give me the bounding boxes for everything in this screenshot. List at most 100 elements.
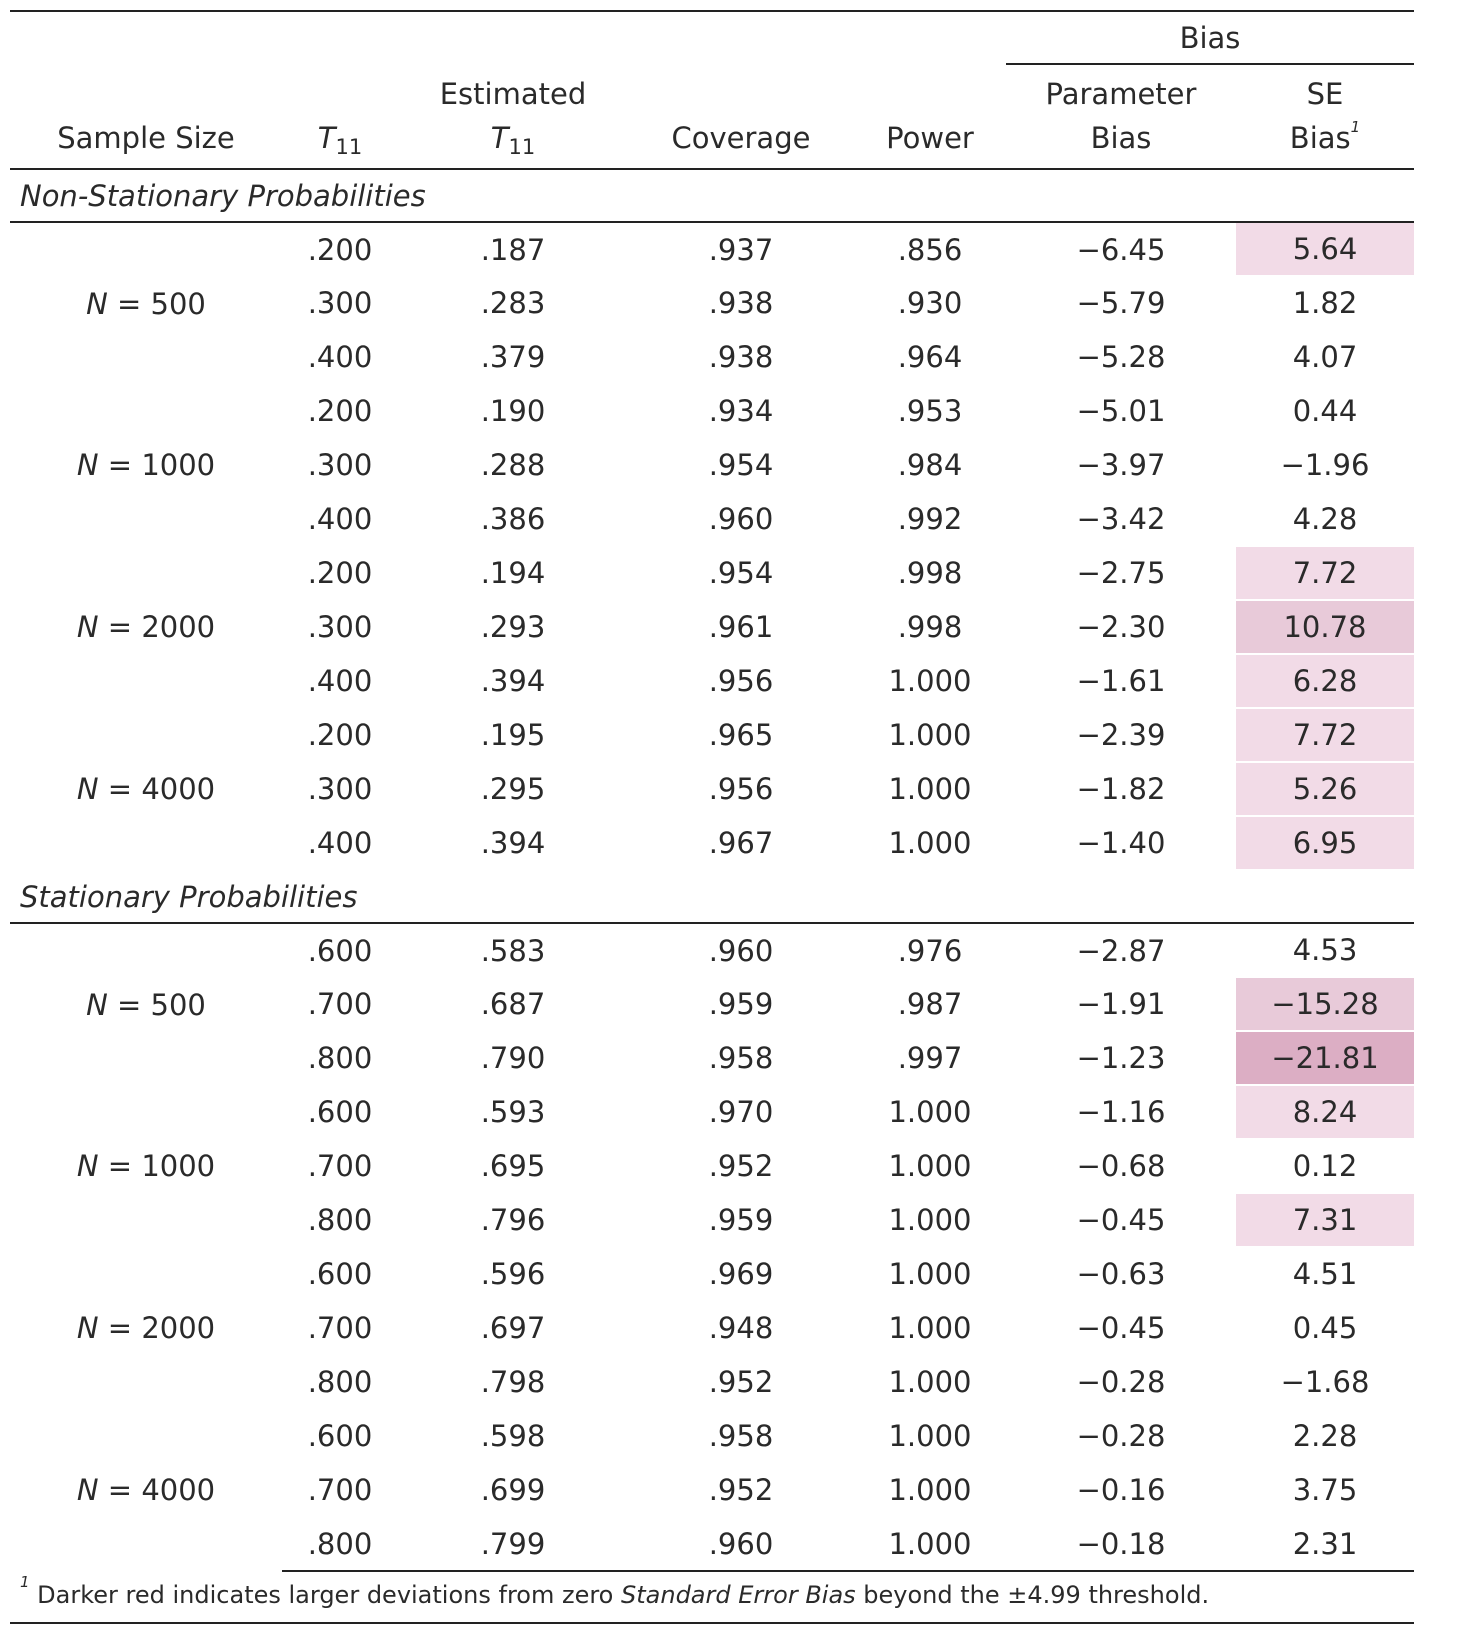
- estimated-t11-cell: .288: [480, 448, 546, 482]
- coverage-cell: .970: [708, 1095, 774, 1129]
- power-cell: .964: [897, 340, 963, 374]
- table-row: N = 1000 .200 .190 .934 .953 −5.01 0.44: [10, 384, 1414, 482]
- power-cell: .856: [897, 232, 963, 267]
- table-header: Bias Sample Size T11 Estimated T11 Covera…: [10, 10, 1414, 170]
- se-bias-cell: 4.51: [1236, 1247, 1414, 1302]
- power-cell: .930: [897, 286, 963, 320]
- parameter-bias-cell: −0.18: [1006, 1517, 1236, 1572]
- se-bias-cell: 6.28: [1236, 654, 1414, 709]
- coverage-cell: .938: [708, 340, 774, 374]
- t11-cell: .200: [307, 718, 373, 752]
- se-bias-cell: 0.45: [1236, 1301, 1414, 1356]
- coverage-cell: .959: [708, 1203, 774, 1237]
- se-bias-cell: −1.68: [1236, 1355, 1414, 1410]
- coverage-cell: .956: [708, 664, 774, 698]
- table-row: .800 .790 .958 .997 −1.23 −21.81: [10, 1031, 1414, 1086]
- parameter-bias-cell: −2.87: [1076, 933, 1166, 968]
- estimated-t11-cell: .583: [480, 933, 546, 968]
- table-row: N = 2000 .600 .596 .969 1.000 −0.63 4.51: [10, 1247, 1414, 1345]
- t11-cell: .800: [307, 1203, 373, 1237]
- power-cell: .997: [897, 1041, 963, 1075]
- t11-cell: .400: [307, 340, 373, 374]
- results-table-container: Bias Sample Size T11 Estimated T11 Covera…: [10, 10, 1414, 1624]
- coverage-cell: .938: [708, 286, 774, 320]
- col-header-sample-size: Sample Size: [10, 64, 282, 170]
- power-cell: 1.000: [888, 1365, 972, 1399]
- estimated-t11-cell: .699: [480, 1473, 546, 1507]
- t11-cell: .600: [307, 1419, 373, 1453]
- se-bias-cell: 10.78: [1236, 600, 1414, 655]
- coverage-cell: .960: [628, 1517, 854, 1572]
- power-cell: 1.000: [888, 1311, 972, 1345]
- table-row: .400 .394 .967 1.000 −1.40 6.95: [10, 816, 1414, 871]
- table-row: .400 .379 .938 .964 −5.28 4.07: [10, 330, 1414, 385]
- sample-size-cell: N = 2000: [76, 1311, 216, 1345]
- estimated-t11-cell: .790: [480, 1041, 546, 1075]
- bias-group-header: Bias: [1006, 10, 1414, 65]
- estimated-t11-cell: .283: [480, 286, 546, 320]
- sample-size-cell: N = 4000: [76, 1473, 216, 1507]
- table-row: N = 2000 .200 .194 .954 .998 −2.75 7.72: [10, 546, 1414, 644]
- t11-cell: .400: [307, 664, 373, 698]
- table-row: .700 .697 .948 1.000 −0.45 0.45: [10, 1301, 1414, 1356]
- estimated-t11-cell: .187: [480, 232, 546, 267]
- power-cell: 1.000: [888, 1149, 972, 1183]
- estimated-t11-cell: .394: [480, 826, 546, 860]
- parameter-bias-cell: −1.82: [1076, 772, 1166, 806]
- t11-cell: .300: [307, 610, 373, 644]
- parameter-bias-cell: −2.39: [1076, 718, 1166, 752]
- t11-cell: .400: [307, 826, 373, 860]
- table-row: .300 .283 .938 .930 −5.79 1.82: [10, 276, 1414, 331]
- estimated-t11-cell: .295: [480, 772, 546, 806]
- t11-cell: .800: [282, 1517, 398, 1572]
- sample-size-cell: N = 1000: [76, 1149, 216, 1183]
- coverage-cell: .958: [708, 1041, 774, 1075]
- t11-cell: .600: [307, 1257, 373, 1291]
- estimated-t11-cell: .379: [480, 340, 546, 374]
- coverage-cell: .952: [708, 1365, 774, 1399]
- section-title: Non-Stationary Probabilities: [10, 169, 1414, 223]
- power-cell: .984: [897, 448, 963, 482]
- coverage-cell: .967: [708, 826, 774, 860]
- estimated-t11-cell: .190: [480, 394, 546, 428]
- coverage-cell: .956: [708, 772, 774, 806]
- power-cell: .976: [897, 933, 963, 968]
- table-body: Non-Stationary Probabilities N = 500 .200.…: [10, 169, 1414, 1572]
- se-bias-cell: 5.26: [1236, 762, 1414, 817]
- simulation-results-table: Bias Sample Size T11 Estimated T11 Covera…: [10, 10, 1414, 1572]
- section-row: Non-Stationary Probabilities: [10, 169, 1414, 223]
- t11-cell: .800: [307, 1365, 373, 1399]
- t11-cell: .300: [307, 286, 373, 320]
- table-row: .300 .293 .961 .998 −2.30 10.78: [10, 600, 1414, 655]
- se-bias-cell: −21.81: [1236, 1031, 1414, 1086]
- parameter-bias-cell: −5.28: [1076, 340, 1166, 374]
- coverage-cell: .960: [708, 502, 774, 536]
- parameter-bias-cell: −1.91: [1076, 987, 1166, 1021]
- parameter-bias-cell: −0.28: [1076, 1419, 1166, 1453]
- table-row: N = 4000 .200 .195 .965 1.000 −2.39 7.72: [10, 708, 1414, 806]
- t11-cell: .200: [307, 394, 373, 428]
- parameter-bias-cell: −1.61: [1076, 664, 1166, 698]
- estimated-t11-cell: .598: [480, 1419, 546, 1453]
- footnote-marker: 1: [1350, 118, 1361, 136]
- power-cell: 1.000: [888, 718, 972, 752]
- estimated-t11-cell: .596: [480, 1257, 546, 1291]
- section-row: Stationary Probabilities: [10, 870, 1414, 924]
- power-cell: 1.000: [888, 664, 972, 698]
- estimated-t11-cell: .697: [480, 1311, 546, 1345]
- t11-cell: .200: [307, 232, 373, 267]
- table-row: N = 1000 .600 .593 .970 1.000 −1.16 8.24: [10, 1085, 1414, 1183]
- parameter-bias-cell: −6.45: [1076, 232, 1166, 267]
- sample-size-cell: N = 500: [86, 987, 206, 1022]
- t11-cell: .300: [307, 772, 373, 806]
- t11-cell: .600: [307, 1095, 373, 1129]
- se-bias-cell: 2.31: [1236, 1517, 1414, 1572]
- parameter-bias-cell: −0.16: [1076, 1473, 1166, 1507]
- coverage-cell: .958: [708, 1419, 774, 1453]
- coverage-cell: .961: [708, 610, 774, 644]
- estimated-t11-cell: .293: [480, 610, 546, 644]
- coverage-cell: .954: [708, 448, 774, 482]
- col-header-power: Power: [854, 64, 1006, 170]
- coverage-cell: .952: [708, 1149, 774, 1183]
- parameter-bias-cell: −3.97: [1076, 448, 1166, 482]
